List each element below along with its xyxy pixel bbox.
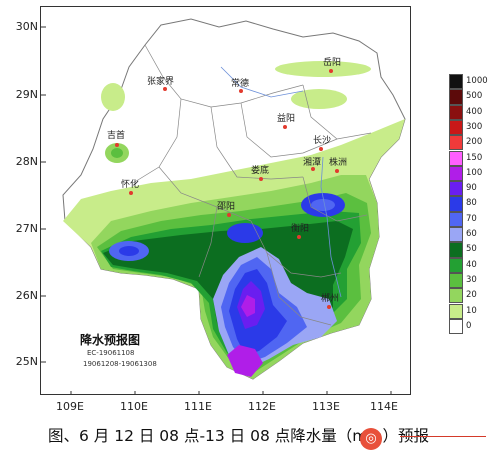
legend-label: 10 [466,305,477,316]
map-model-run: EC-19061108 [87,349,135,357]
legend-swatch [449,257,463,273]
legend-swatch [449,119,463,136]
legend-swatch [449,303,463,319]
figure-caption: 图、6 月 12 日 08 点-13 日 08 点降水量（mm）预报 [48,427,429,445]
rain-cell-west-inner [119,246,139,256]
legend-swatch [449,211,463,227]
map-valid-period: 19061208-19061308 [83,360,157,368]
lat-tick: 29N [15,88,38,101]
legend-label: 40 [466,259,477,270]
legend-label: 400 [466,106,483,117]
legend-swatch [449,150,463,166]
legend-label: 200 [466,137,483,148]
lon-tick: 109E [56,400,84,413]
legend-swatch [449,165,463,182]
lon-tick: 110E [120,400,148,413]
map-canvas: 张家界 常德 岳阳 益阳 吉首 长沙 湘潭 株洲 娄底 怀化 邵阳 衡阳 郴州 [41,18,406,394]
rain-cell-hengyang-inner [311,199,335,211]
legend-label: 150 [466,152,483,163]
city-changsha: 长沙 [313,134,331,146]
legend-swatch [449,227,463,243]
city-xiangtan: 湘潭 [303,156,321,168]
legend-swatch [449,196,463,212]
rain-cell-middle [227,223,263,243]
rain-cell-jishou-inner [111,148,123,158]
legend-swatch [449,135,463,151]
rain-cell-north [101,83,125,111]
legend-swatch [449,74,463,90]
legend-label: 1000 [466,76,488,86]
lat-tick: 30N [15,20,38,33]
city-labels: 张家界 常德 岳阳 益阳 吉首 长沙 湘潭 株洲 娄底 怀化 邵阳 衡阳 郴州 [107,56,347,304]
city-jishou: 吉首 [107,129,125,141]
legend-label: 500 [466,91,483,102]
legend-swatch [449,104,463,120]
legend-label: 300 [466,121,483,132]
lat-tick: 26N [15,289,38,302]
strike-line [400,436,486,437]
prefecture-borders [132,44,372,326]
legend-label: 0 [466,320,472,331]
lon-tick: 111E [184,400,212,413]
city-loudi: 娄底 [251,164,269,176]
legend-swatch [449,181,463,197]
legend-swatch [449,288,463,304]
legend-swatch [449,272,463,289]
city-markers [115,69,339,309]
rain-band-100-150-b [241,295,255,317]
lat-tick: 28N [15,155,38,168]
city-changde: 常德 [231,77,249,89]
city-zhuzhou: 株洲 [329,156,347,168]
legend-swatch [449,242,463,258]
rivers [220,66,342,298]
legend-label: 50 [466,244,477,255]
map-title: 降水预报图 [80,333,141,347]
axis-ticks [41,26,392,394]
lon-tick: 113E [312,400,340,413]
legend-label: 90 [466,183,477,194]
lat-tick: 25N [15,355,38,368]
rain-cell-yueyang [275,61,371,77]
city-yueyang: 岳阳 [323,56,341,68]
legend-label: 70 [466,213,477,224]
lat-tick: 27N [15,222,38,235]
city-huaihua: 怀化 [121,178,139,190]
legend-label: 80 [466,198,477,209]
lon-tick: 114E [370,400,398,413]
rain-band-100-150 [227,345,263,377]
precipitation-map: 张家界 常德 岳阳 益阳 吉首 长沙 湘潭 株洲 娄底 怀化 邵阳 衡阳 郴州 [40,6,411,395]
city-zhangjiajie: 张家界 [147,75,174,87]
city-yiyang: 益阳 [277,112,295,124]
city-shaoyang: 邵阳 [217,201,235,212]
legend-swatch [449,89,463,105]
lon-tick: 112E [248,400,276,413]
legend-label: 20 [466,290,477,301]
legend-label: 100 [466,167,483,178]
legend-label: 60 [466,229,477,239]
city-hengyang: 衡阳 [291,222,309,234]
legend-swatch [449,318,463,335]
legend-label: 30 [466,274,477,285]
city-chenzhou: 郴州 [321,292,339,304]
watermark-logo-icon: ◎ [360,428,382,450]
